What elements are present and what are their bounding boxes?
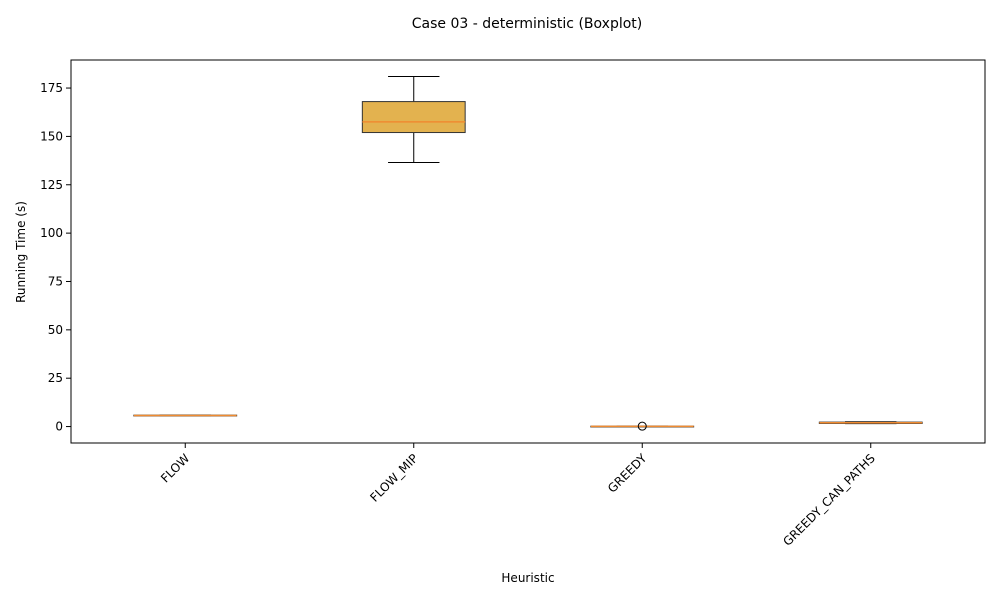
y-tick-label: 175 bbox=[40, 81, 63, 95]
x-axis-label: Heuristic bbox=[501, 571, 554, 585]
outlier-point bbox=[637, 421, 647, 431]
x-axis: FLOW FLOW_MIP GREEDY GREEDY_CAN_PATHS bbox=[158, 443, 878, 549]
y-tick-label: 150 bbox=[40, 129, 63, 143]
y-axis-label: Running Time (s) bbox=[14, 201, 28, 303]
box-group bbox=[133, 414, 238, 417]
plot-area bbox=[133, 75, 923, 431]
x-tick-label: FLOW bbox=[158, 451, 192, 485]
x-tick-label: GREEDY_CAN_PATHS bbox=[780, 451, 878, 549]
x-tick-label: GREEDY bbox=[605, 451, 650, 496]
y-tick-label: 75 bbox=[48, 274, 63, 288]
box-body bbox=[361, 101, 466, 134]
box-group bbox=[361, 75, 466, 164]
y-tick-label: 25 bbox=[48, 371, 63, 385]
y-tick-label: 0 bbox=[55, 420, 63, 434]
x-tick-label: FLOW_MIP bbox=[367, 451, 420, 504]
box-group bbox=[590, 421, 695, 431]
box-group bbox=[818, 421, 923, 425]
y-tick-label: 125 bbox=[40, 178, 63, 192]
chart-title: Case 03 - deterministic (Boxplot) bbox=[412, 16, 642, 32]
y-tick-label: 100 bbox=[40, 226, 63, 240]
y-tick-label: 50 bbox=[48, 323, 63, 337]
plot-frame bbox=[70, 59, 986, 444]
y-axis: 0 25 50 75 100 125 150 175 bbox=[40, 81, 71, 434]
